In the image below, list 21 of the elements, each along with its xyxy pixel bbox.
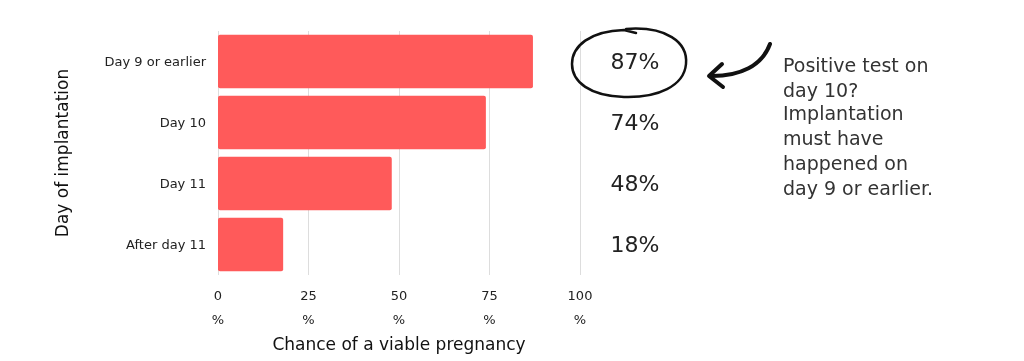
bar: [218, 217, 284, 272]
x-tick-label: 25 %: [300, 287, 317, 327]
y-tick-label: Day 11: [159, 176, 206, 191]
x-tick-label: 50 %: [390, 287, 408, 327]
x-tick-label: 75 %: [481, 287, 498, 327]
data-label: 74%: [610, 110, 660, 135]
x-axis-title: Chance of a viable pregnancy: [272, 334, 526, 355]
y-tick-label: Day 9 or earlier: [104, 54, 207, 69]
bar: [218, 156, 392, 211]
data-label: 48%: [610, 171, 660, 196]
y-tick-label: After day 11: [126, 237, 206, 252]
y-axis-title: Day of implantation: [51, 68, 72, 238]
x-tick-label: 0 %: [211, 287, 225, 327]
text: Implantation must have happened on day 9 or earlier.: [783, 101, 934, 199]
x-tick-label: 100 %: [567, 287, 593, 327]
data-label: 18%: [610, 232, 660, 257]
data-label: 87%: [610, 49, 660, 74]
text: Positive test on day 10?: [783, 53, 935, 101]
y-tick-label: Day 10: [159, 115, 206, 130]
bar: [218, 34, 533, 89]
bar: [218, 95, 486, 150]
